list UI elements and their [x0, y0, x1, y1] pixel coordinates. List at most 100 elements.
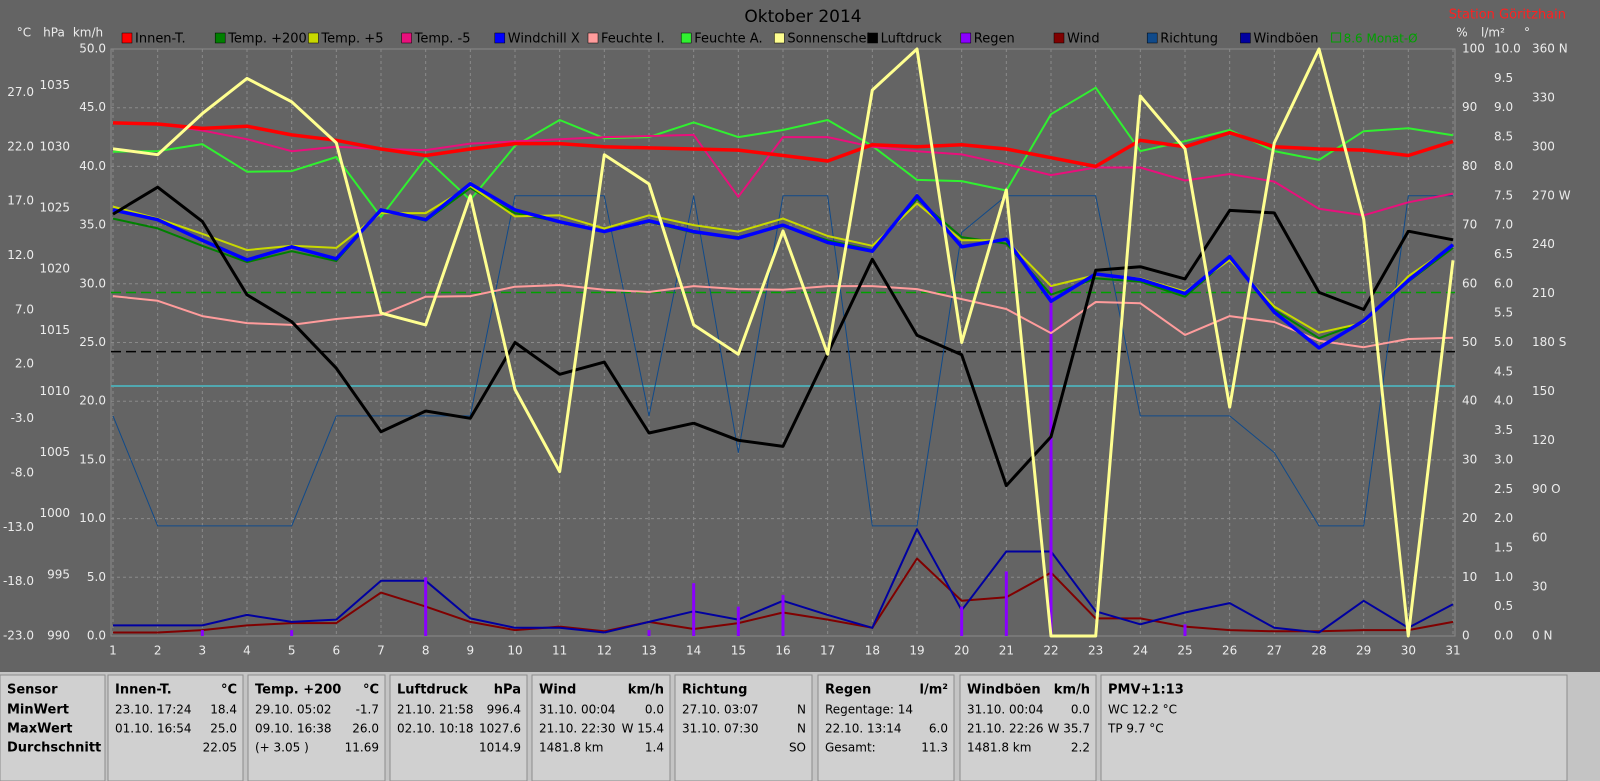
y-tick-label: 1.5	[1494, 540, 1513, 554]
series-line	[112, 185, 1454, 488]
cell: 22.05	[203, 741, 237, 755]
y-tick-label: 22.0	[7, 139, 34, 153]
x-tick-label: 26	[1222, 644, 1237, 658]
y-tick-label: 1030	[39, 139, 70, 153]
x-tick-label: 21	[999, 644, 1014, 658]
y-tick-label: 10	[1462, 570, 1477, 584]
table-panel	[389, 674, 528, 781]
legend-label: Regen	[974, 32, 1015, 47]
y-tick-label: -13.0	[3, 520, 34, 534]
rain-bar	[692, 583, 696, 636]
y-tick-label: 20	[1462, 511, 1477, 525]
x-tick-label: 17	[820, 644, 835, 658]
legend-swatch	[121, 32, 133, 44]
y-tick-label: 90	[1462, 100, 1477, 114]
cell: 22.10. 13:14	[825, 722, 902, 736]
series-line	[112, 182, 1455, 350]
x-tick-label: 10	[507, 644, 522, 658]
y-tick-label: 35.0	[79, 218, 106, 232]
series-line	[112, 185, 1454, 334]
y-tick-label: 10.0	[79, 511, 106, 525]
y-tick-label: 240	[1532, 237, 1555, 251]
y-tick-label: 1015	[39, 323, 70, 337]
y-tick-label: 20.0	[79, 394, 106, 408]
rain-bar	[1049, 283, 1053, 636]
axis-label: °C	[17, 26, 31, 40]
legend-swatch	[1053, 32, 1065, 44]
rain-bar	[424, 577, 428, 636]
legend-label: Innen-T.	[135, 32, 186, 47]
legend-label: Richtung	[1160, 32, 1218, 47]
series-line	[112, 284, 1454, 349]
y-tick-label: 10.0	[1494, 42, 1521, 56]
y-tick-label: 50.0	[79, 42, 106, 56]
cell: N	[797, 722, 806, 736]
y-tick-label: 1000	[39, 506, 70, 520]
cell: N	[797, 703, 806, 717]
table-panel	[247, 674, 386, 781]
rain-bar	[200, 630, 204, 636]
y-tick-label: -3.0	[11, 411, 34, 425]
x-tick-label: 15	[731, 644, 746, 658]
x-tick-label: 30	[1401, 644, 1416, 658]
y-tick-label: 17.0	[7, 194, 34, 208]
station: Station Göritzhain	[1449, 8, 1566, 23]
chart-title: Oktober 2014	[744, 7, 861, 27]
legend-label: Luftdruck	[881, 32, 943, 47]
y-tick-label: 7.0	[1494, 218, 1513, 232]
y-tick-label: -23.0	[3, 629, 34, 643]
cell: -1.7	[356, 703, 379, 717]
rain-bar	[647, 630, 651, 636]
panel-title: Regen	[825, 683, 871, 698]
x-tick-label: 31	[1445, 644, 1460, 658]
legend-label: Temp. +5	[320, 32, 383, 47]
x-tick-label: 27	[1267, 644, 1282, 658]
legend-label: Temp. +200	[227, 32, 307, 47]
y-tick-label: 3.5	[1494, 423, 1513, 437]
cell: 25.0	[210, 722, 237, 736]
panel-title: Sensor	[7, 683, 58, 698]
x-tick-label: 29	[1356, 644, 1371, 658]
y-tick-label: 5.5	[1494, 306, 1513, 320]
series-line	[112, 47, 1455, 638]
table-panel	[959, 674, 1097, 781]
cell: 1.4	[645, 741, 664, 755]
y-tick-label: 2.0	[15, 357, 34, 371]
cell: 21.10. 22:26	[967, 722, 1044, 736]
y-tick-label: 80	[1462, 159, 1477, 173]
panel-title: Luftdruck	[397, 683, 468, 698]
y-tick-label: 120	[1532, 433, 1555, 447]
y-tick-label: 1025	[39, 200, 70, 214]
y-tick-label: 4.0	[1494, 394, 1513, 408]
y-tick-label: 45.0	[79, 100, 106, 114]
legend-swatch	[401, 32, 412, 44]
cell: 6.0	[929, 722, 948, 736]
cell: 1014.9	[479, 741, 521, 755]
x-tick-label: 14	[686, 644, 701, 658]
legend-label: Temp. -5	[414, 32, 471, 47]
y-tick-label: 2.0	[1494, 511, 1513, 525]
y-tick-label: 1020	[39, 262, 70, 276]
y-tick-label: 5.0	[1494, 335, 1513, 349]
y-tick-label: 8.5	[1494, 130, 1513, 144]
y-tick-label: 6.5	[1494, 247, 1513, 261]
y-tick-label: 60	[1462, 276, 1477, 290]
y-tick-label: 1035	[39, 78, 70, 92]
axis-label: hPa	[43, 26, 65, 40]
y-tick-label: 990	[47, 629, 70, 643]
cell: Regentage: 14	[825, 703, 913, 717]
y-tick-label: 6.0	[1494, 276, 1513, 290]
y-tick-label: 7.0	[15, 302, 34, 316]
cell: 1481.8 km	[539, 741, 603, 755]
x-tick-label: 23	[1088, 644, 1103, 658]
y-tick-label: 60	[1532, 531, 1547, 545]
cell: 2.2	[1071, 741, 1090, 755]
x-tick-label: 22	[1043, 644, 1058, 658]
legend-label: Windchill X	[508, 32, 580, 47]
cell: SO	[789, 741, 806, 755]
y-tick-label: 9.0	[1494, 100, 1513, 114]
y-tick-label: -8.0	[11, 465, 34, 479]
rain-bar	[1004, 571, 1008, 636]
y-tick-label: 7.5	[1494, 188, 1513, 202]
